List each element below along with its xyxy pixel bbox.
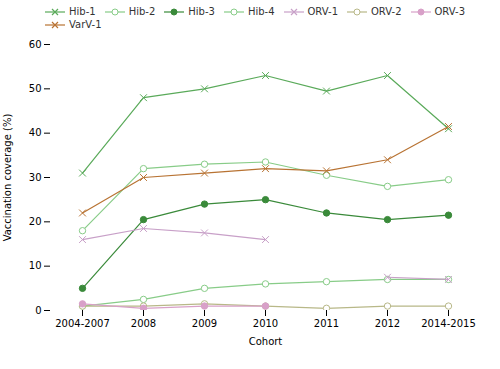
svg-text:2009: 2009 (192, 318, 217, 329)
svg-text:10: 10 (29, 260, 42, 271)
svg-text:2008: 2008 (131, 318, 156, 329)
html-text:ORV-3: ORV-3 (434, 6, 465, 17)
svg-text:20: 20 (29, 216, 42, 227)
svg-text:0: 0 (35, 305, 41, 316)
html-text:Hib-1: Hib-1 (69, 6, 96, 17)
svg-text:2014-2015: 2014-2015 (421, 318, 476, 329)
svg-text:2011: 2011 (314, 318, 339, 329)
svg-text:2004-2007: 2004-2007 (55, 318, 110, 329)
svg-text:50: 50 (29, 83, 42, 94)
html-text:ORV-2: ORV-2 (371, 6, 402, 17)
html-text:Hib-3: Hib-3 (188, 6, 215, 17)
html-text:Hib-4: Hib-4 (247, 6, 275, 17)
html-text:VarV-1: VarV-1 (69, 19, 102, 30)
svg-text:40: 40 (29, 127, 42, 138)
html-text:ORV-1: ORV-1 (307, 6, 338, 17)
svg-text:Vaccination coverage (%): Vaccination coverage (%) (2, 114, 13, 242)
svg-text:60: 60 (29, 39, 42, 50)
html-text:Hib-2: Hib-2 (128, 6, 156, 17)
svg-text:2010: 2010 (253, 318, 278, 329)
svg-text:30: 30 (29, 172, 42, 183)
svg-text:2012: 2012 (375, 318, 400, 329)
svg-text:Cohort: Cohort (249, 336, 283, 347)
